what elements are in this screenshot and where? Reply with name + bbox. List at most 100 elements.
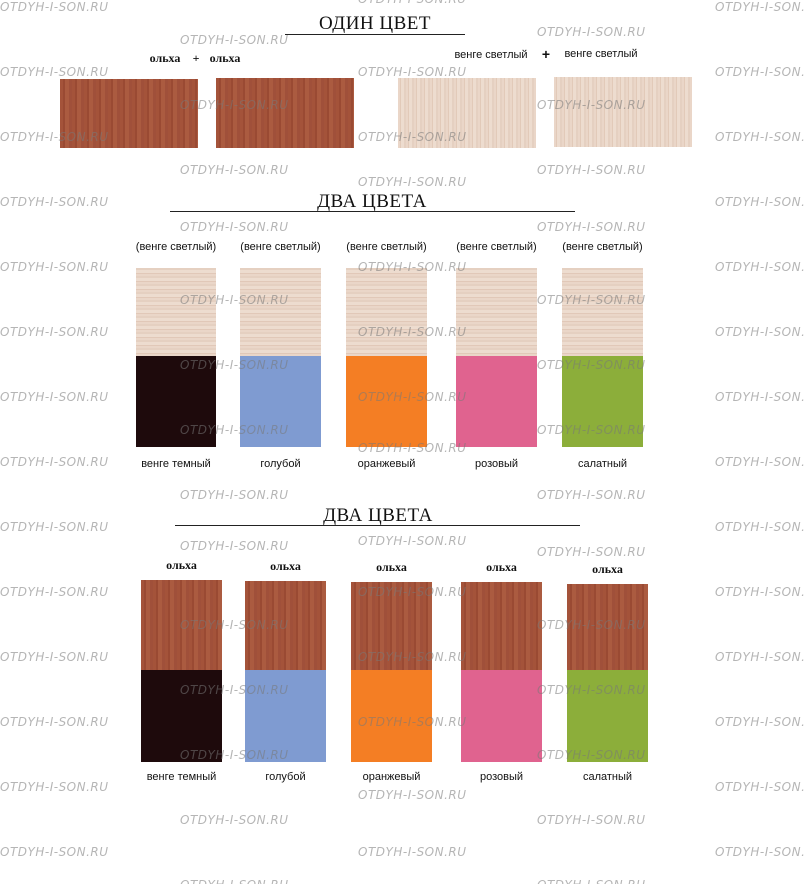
section1-label-alder-a: ольха (149, 51, 181, 65)
watermark-text: OTDYH-I-SON.RU (537, 488, 646, 502)
swatch-alder (245, 581, 326, 670)
swatch-alder (461, 582, 542, 670)
watermark-text: OTDYH-I-SON.RU (180, 358, 289, 372)
watermark-text: OTDYH-I-SON.RU (537, 220, 646, 234)
watermark-text: OTDYH-I-SON.RU (715, 715, 804, 729)
color-label: салатный (577, 458, 628, 470)
watermark-text: OTDYH-I-SON.RU (358, 390, 467, 404)
watermark-text: OTDYH-I-SON.RU (0, 520, 109, 534)
watermark-text: OTDYH-I-SON.RU (537, 98, 646, 112)
top-label: (венге светлый) (135, 241, 217, 253)
watermark-text: OTDYH-I-SON.RU (180, 488, 289, 502)
watermark-text: OTDYH-I-SON.RU (358, 845, 467, 859)
color-label: розовый (479, 771, 524, 783)
top-label: ольха (592, 562, 623, 576)
watermark-text: OTDYH-I-SON.RU (537, 25, 646, 39)
swatch-alder (141, 580, 222, 670)
watermark-text: OTDYH-I-SON.RU (358, 650, 467, 664)
watermark-text: OTDYH-I-SON.RU (0, 130, 109, 144)
watermark-text: OTDYH-I-SON.RU (180, 813, 289, 827)
swatch-light-wenge (240, 268, 321, 356)
top-label: (венге светлый) (240, 241, 321, 253)
watermark-text: OTDYH-I-SON.RU (537, 683, 646, 697)
watermark-text: OTDYH-I-SON.RU (0, 650, 109, 664)
watermark-text: OTDYH-I-SON.RU (180, 33, 289, 47)
top-label: ольха (270, 559, 301, 573)
top-label: ольха (486, 560, 517, 574)
watermark-text: OTDYH-I-SON.RU (0, 65, 109, 79)
watermark-text: OTDYH-I-SON.RU (180, 539, 289, 553)
swatch-orange (346, 356, 427, 447)
color-label: венге темный (141, 458, 211, 470)
color-label: голубой (265, 771, 306, 783)
watermark-text: OTDYH-I-SON.RU (715, 780, 804, 794)
top-label: (венге светлый) (562, 241, 643, 253)
swatch-light-wenge (346, 268, 427, 356)
watermark-text: OTDYH-I-SON.RU (358, 325, 467, 339)
section1-title: ОДИН ЦВЕТ (318, 13, 432, 34)
section3-underline (175, 525, 580, 526)
color-label: салатный (582, 771, 633, 783)
watermark-text: OTDYH-I-SON.RU (358, 0, 467, 6)
watermark-text: OTDYH-I-SON.RU (358, 788, 467, 802)
watermark-text: OTDYH-I-SON.RU (180, 878, 289, 884)
section1-label-wenge-a: венге светлый (454, 49, 528, 61)
watermark-text: OTDYH-I-SON.RU (0, 780, 109, 794)
watermark-text: OTDYH-I-SON.RU (715, 585, 804, 599)
watermark-text: OTDYH-I-SON.RU (358, 65, 467, 79)
watermark-text: OTDYH-I-SON.RU (358, 175, 467, 189)
swatch-alder (351, 582, 432, 670)
watermark-text: OTDYH-I-SON.RU (180, 683, 289, 697)
swatch-dark-wenge (136, 356, 216, 447)
watermark-text: OTDYH-I-SON.RU (358, 715, 467, 729)
watermark-text: OTDYH-I-SON.RU (537, 545, 646, 559)
swatch-orange (351, 670, 432, 762)
watermark-text: OTDYH-I-SON.RU (358, 585, 467, 599)
swatch-blue (240, 356, 321, 447)
watermark-text: OTDYH-I-SON.RU (0, 845, 109, 859)
watermark-text: OTDYH-I-SON.RU (358, 260, 467, 274)
watermark-text: OTDYH-I-SON.RU (0, 325, 109, 339)
watermark-text: OTDYH-I-SON.RU (0, 455, 109, 469)
watermark-text: OTDYH-I-SON.RU (537, 748, 646, 762)
watermark-text: OTDYH-I-SON.RU (537, 163, 646, 177)
swatch-green (562, 356, 643, 447)
watermark-text: OTDYH-I-SON.RU (180, 293, 289, 307)
watermark-text: OTDYH-I-SON.RU (715, 325, 804, 339)
section2-title: ДВА ЦВЕТА (317, 191, 427, 212)
watermark-text: OTDYH-I-SON.RU (0, 585, 109, 599)
swatch-light-wenge (398, 78, 536, 148)
color-label: венге темный (146, 771, 217, 783)
watermark-text: OTDYH-I-SON.RU (537, 813, 646, 827)
watermark-text: OTDYH-I-SON.RU (715, 0, 804, 14)
watermark-text: OTDYH-I-SON.RU (715, 65, 804, 79)
watermark-text: OTDYH-I-SON.RU (0, 390, 109, 404)
color-label: оранжевый (362, 771, 421, 783)
color-label: розовый (474, 458, 519, 470)
watermark-text: OTDYH-I-SON.RU (0, 260, 109, 274)
watermark-text: OTDYH-I-SON.RU (537, 878, 646, 884)
section1-label-wenge-b: венге светлый (564, 48, 638, 60)
watermark-text: OTDYH-I-SON.RU (537, 293, 646, 307)
top-label: ольха (166, 558, 197, 572)
swatch-light-wenge (554, 77, 692, 147)
watermark-text: OTDYH-I-SON.RU (180, 748, 289, 762)
section1-underline (285, 34, 465, 35)
section1-label-alder-b: ольха (209, 51, 241, 65)
swatch-pink (461, 670, 542, 762)
swatch-green (567, 670, 648, 762)
watermark-text: OTDYH-I-SON.RU (715, 390, 804, 404)
watermark-text: OTDYH-I-SON.RU (358, 441, 467, 455)
top-label: (венге светлый) (456, 241, 537, 253)
watermark-text: OTDYH-I-SON.RU (715, 650, 804, 664)
top-label: (венге светлый) (346, 241, 427, 253)
section1-plus-left: + (192, 51, 200, 65)
watermark-text: OTDYH-I-SON.RU (715, 260, 804, 274)
swatch-alder (60, 79, 198, 148)
section1-plus-right: + (541, 46, 551, 62)
watermark-text: OTDYH-I-SON.RU (0, 715, 109, 729)
watermark-text: OTDYH-I-SON.RU (537, 423, 646, 437)
watermark-text: OTDYH-I-SON.RU (537, 358, 646, 372)
color-label: оранжевый (357, 458, 416, 470)
